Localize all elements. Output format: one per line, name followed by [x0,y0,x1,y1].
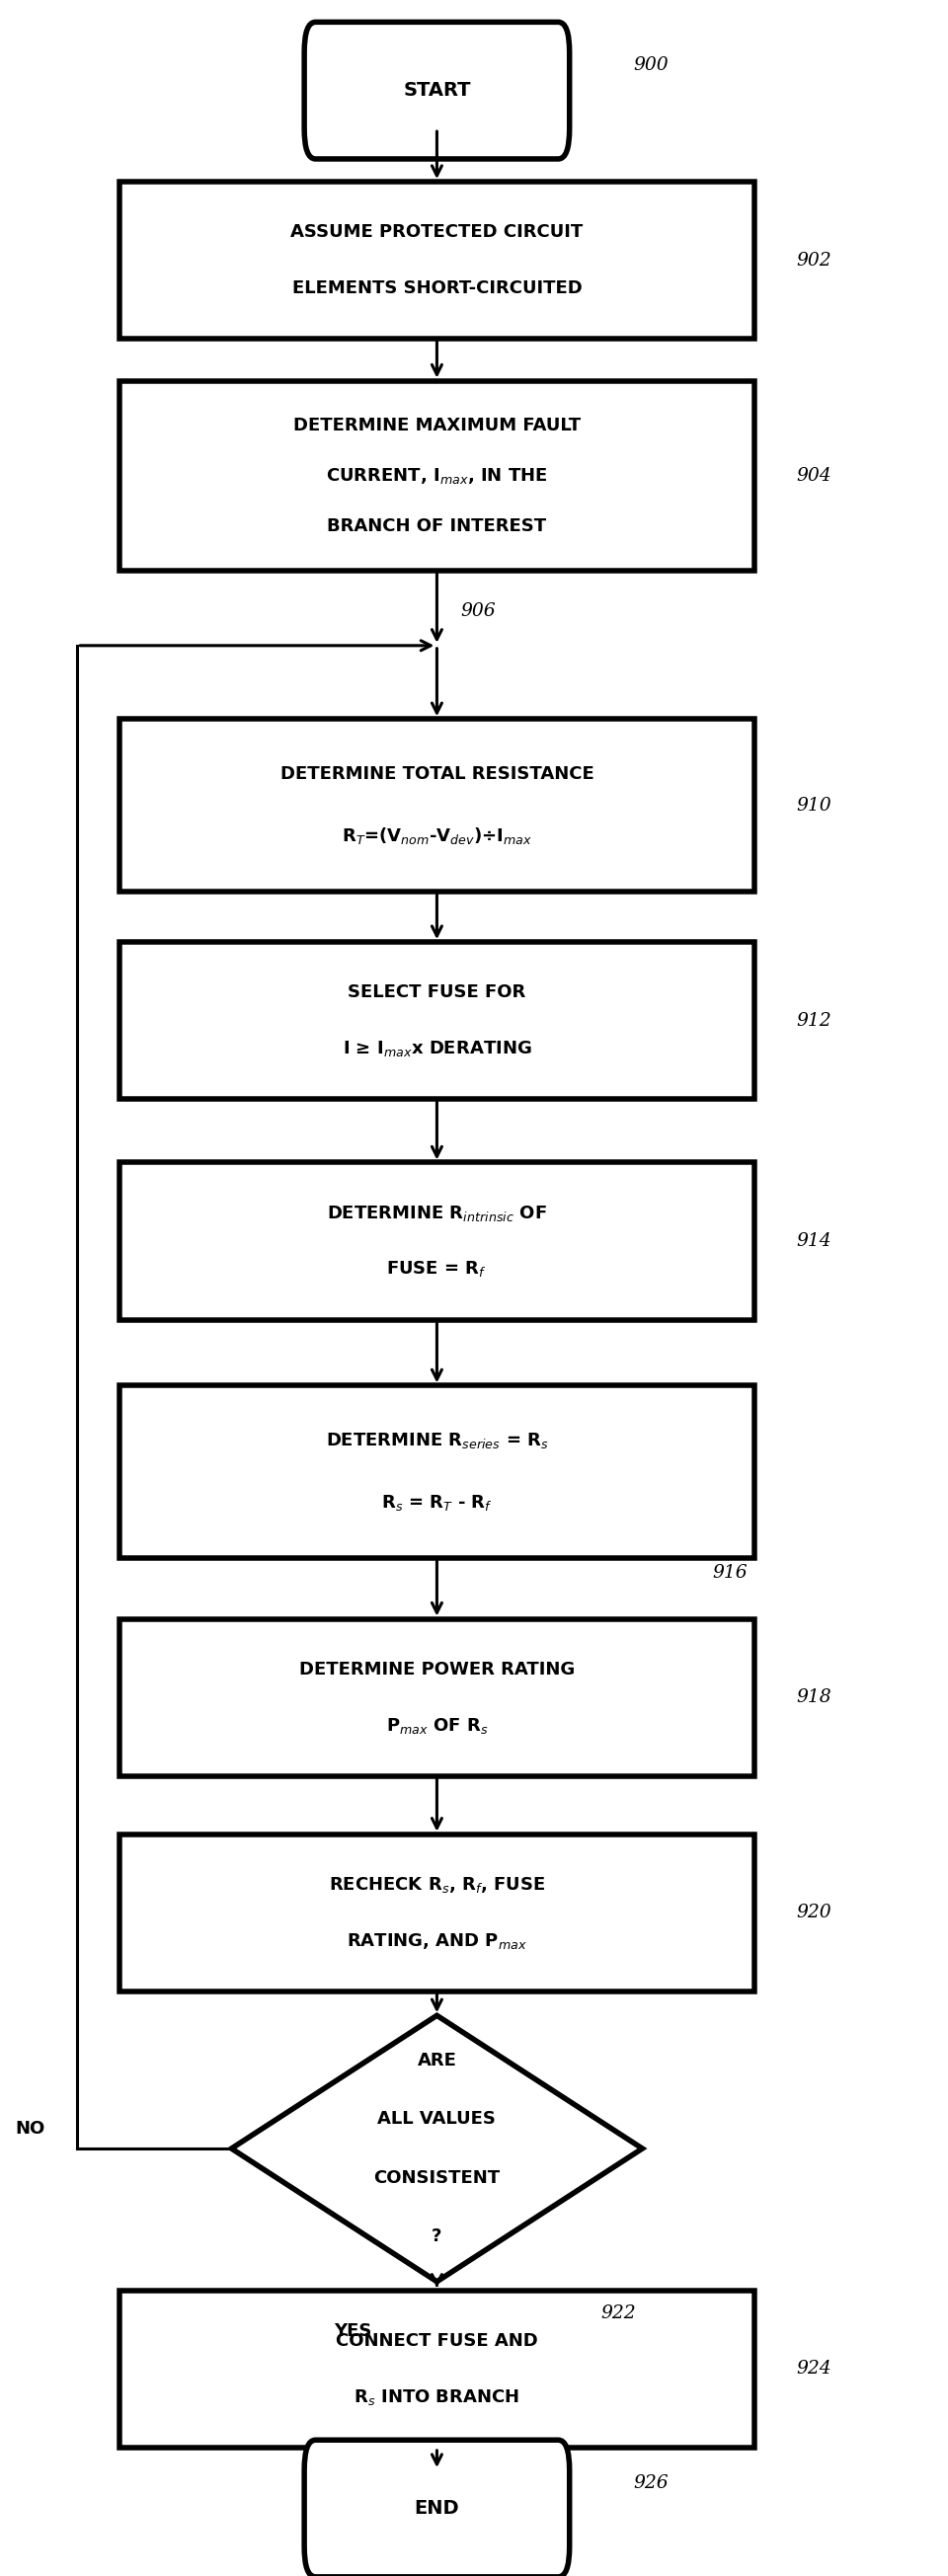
Text: DETERMINE R$_{intrinsic}$ OF: DETERMINE R$_{intrinsic}$ OF [327,1203,547,1224]
Text: RATING, AND P$_{max}$: RATING, AND P$_{max}$ [347,1932,527,1950]
Bar [119,1618,755,1775]
Bar [119,381,755,572]
Text: I ≥ I$_{max}$x DERATING: I ≥ I$_{max}$x DERATING [342,1038,532,1059]
Text: 920: 920 [796,1904,831,1922]
Text: NO: NO [15,2120,45,2138]
Text: 918: 918 [796,1687,831,1705]
Text: 922: 922 [600,2306,635,2321]
Text: R$_s$ INTO BRANCH: R$_s$ INTO BRANCH [354,2388,520,2406]
Bar [119,183,755,340]
Polygon shape [231,2014,643,2282]
Text: DETERMINE MAXIMUM FAULT: DETERMINE MAXIMUM FAULT [293,417,580,435]
Text: 900: 900 [633,57,668,75]
Text: ARE: ARE [417,2053,457,2069]
Text: DETERMINE POWER RATING: DETERMINE POWER RATING [299,1662,574,1677]
Text: ?: ? [431,2228,442,2246]
Text: CONSISTENT: CONSISTENT [374,2169,501,2187]
Text: BRANCH OF INTEREST: BRANCH OF INTEREST [327,518,547,536]
Text: FUSE = R$_f$: FUSE = R$_f$ [387,1260,487,1280]
Text: 902: 902 [796,252,831,270]
Text: CURRENT, I$_{max}$, IN THE: CURRENT, I$_{max}$, IN THE [326,466,548,487]
FancyBboxPatch shape [304,23,570,160]
Bar [119,2290,755,2447]
Text: 914: 914 [796,1231,831,1249]
Text: 906: 906 [460,603,496,621]
Text: 912: 912 [796,1012,831,1030]
Text: DETERMINE R$_{series}$ = R$_s$: DETERMINE R$_{series}$ = R$_s$ [325,1432,548,1450]
FancyBboxPatch shape [304,2439,570,2576]
Bar [119,1162,755,1319]
Text: END: END [414,2499,460,2517]
Text: 916: 916 [712,1564,748,1582]
Text: ELEMENTS SHORT-CIRCUITED: ELEMENTS SHORT-CIRCUITED [292,278,582,296]
Text: 904: 904 [796,466,831,484]
Text: 910: 910 [796,796,831,814]
Text: SELECT FUSE FOR: SELECT FUSE FOR [348,984,526,1002]
Text: CONNECT FUSE AND: CONNECT FUSE AND [336,2331,538,2349]
Text: P$_{max}$ OF R$_s$: P$_{max}$ OF R$_s$ [386,1716,488,1736]
Text: 924: 924 [796,2360,831,2378]
Text: ALL VALUES: ALL VALUES [377,2110,496,2128]
Bar [119,1834,755,1991]
Text: START: START [403,80,471,100]
Text: ASSUME PROTECTED CIRCUIT: ASSUME PROTECTED CIRCUIT [291,224,583,242]
Bar [119,943,755,1100]
Text: 926: 926 [633,2473,668,2491]
Bar [119,719,755,891]
Text: R$_s$ = R$_T$ - R$_f$: R$_s$ = R$_T$ - R$_f$ [381,1492,493,1512]
Text: YES: YES [334,2321,372,2339]
Text: R$_T$=(V$_{nom}$-V$_{dev}$)÷I$_{max}$: R$_T$=(V$_{nom}$-V$_{dev}$)÷I$_{max}$ [341,827,532,848]
Text: DETERMINE TOTAL RESISTANCE: DETERMINE TOTAL RESISTANCE [280,765,593,783]
Text: RECHECK R$_s$, R$_f$, FUSE: RECHECK R$_s$, R$_f$, FUSE [329,1875,545,1893]
Bar [119,1386,755,1558]
